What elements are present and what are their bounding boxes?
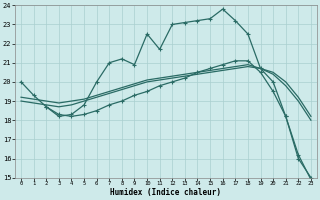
X-axis label: Humidex (Indice chaleur): Humidex (Indice chaleur) [110,188,221,197]
